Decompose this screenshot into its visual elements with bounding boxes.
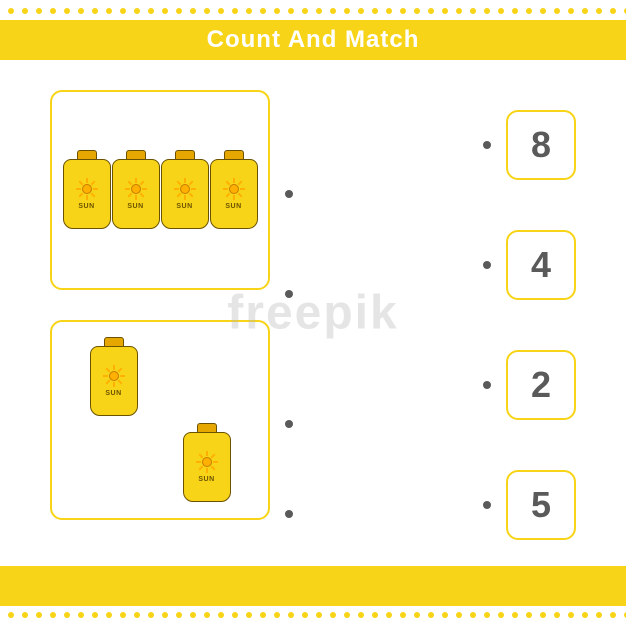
bottle-label: SUN: [225, 203, 241, 210]
sunscreen-bottle: SUN: [183, 423, 231, 503]
number-option-5[interactable]: 5: [506, 470, 576, 540]
bottom-dots: [0, 612, 626, 618]
bottle-label: SUN: [105, 390, 121, 397]
bottle-label: SUN: [176, 203, 192, 210]
match-dot-left[interactable]: [285, 420, 293, 428]
worksheet-content: SUNSUNSUNSUN SUNSUN freepik 8425: [0, 80, 626, 546]
match-dot-right[interactable]: [483, 501, 491, 509]
bottle-label: SUN: [127, 203, 143, 210]
count-group-2[interactable]: SUN SUN: [50, 320, 270, 520]
top-dots: [0, 8, 626, 14]
page-title: Count And Match: [207, 26, 420, 54]
sunscreen-bottle: SUN: [63, 150, 111, 230]
match-dot-left[interactable]: [285, 190, 293, 198]
match-dot-left[interactable]: [285, 290, 293, 298]
match-dot-left[interactable]: [285, 510, 293, 518]
sunscreen-bottle: SUN: [112, 150, 160, 230]
header: Count And Match: [0, 20, 626, 60]
sunscreen-bottle: SUN: [161, 150, 209, 230]
sunscreen-bottle: SUN: [210, 150, 258, 230]
sunscreen-bottle: SUN: [90, 337, 138, 417]
match-dot-right[interactable]: [483, 381, 491, 389]
footer: [0, 566, 626, 606]
number-option-8[interactable]: 8: [506, 110, 576, 180]
count-group-1[interactable]: SUN SUN SUN SUN: [50, 90, 270, 290]
bottle-label: SUN: [78, 203, 94, 210]
bottle-label: SUN: [198, 476, 214, 483]
match-dot-right[interactable]: [483, 141, 491, 149]
number-option-4[interactable]: 4: [506, 230, 576, 300]
match-dot-right[interactable]: [483, 261, 491, 269]
number-option-2[interactable]: 2: [506, 350, 576, 420]
